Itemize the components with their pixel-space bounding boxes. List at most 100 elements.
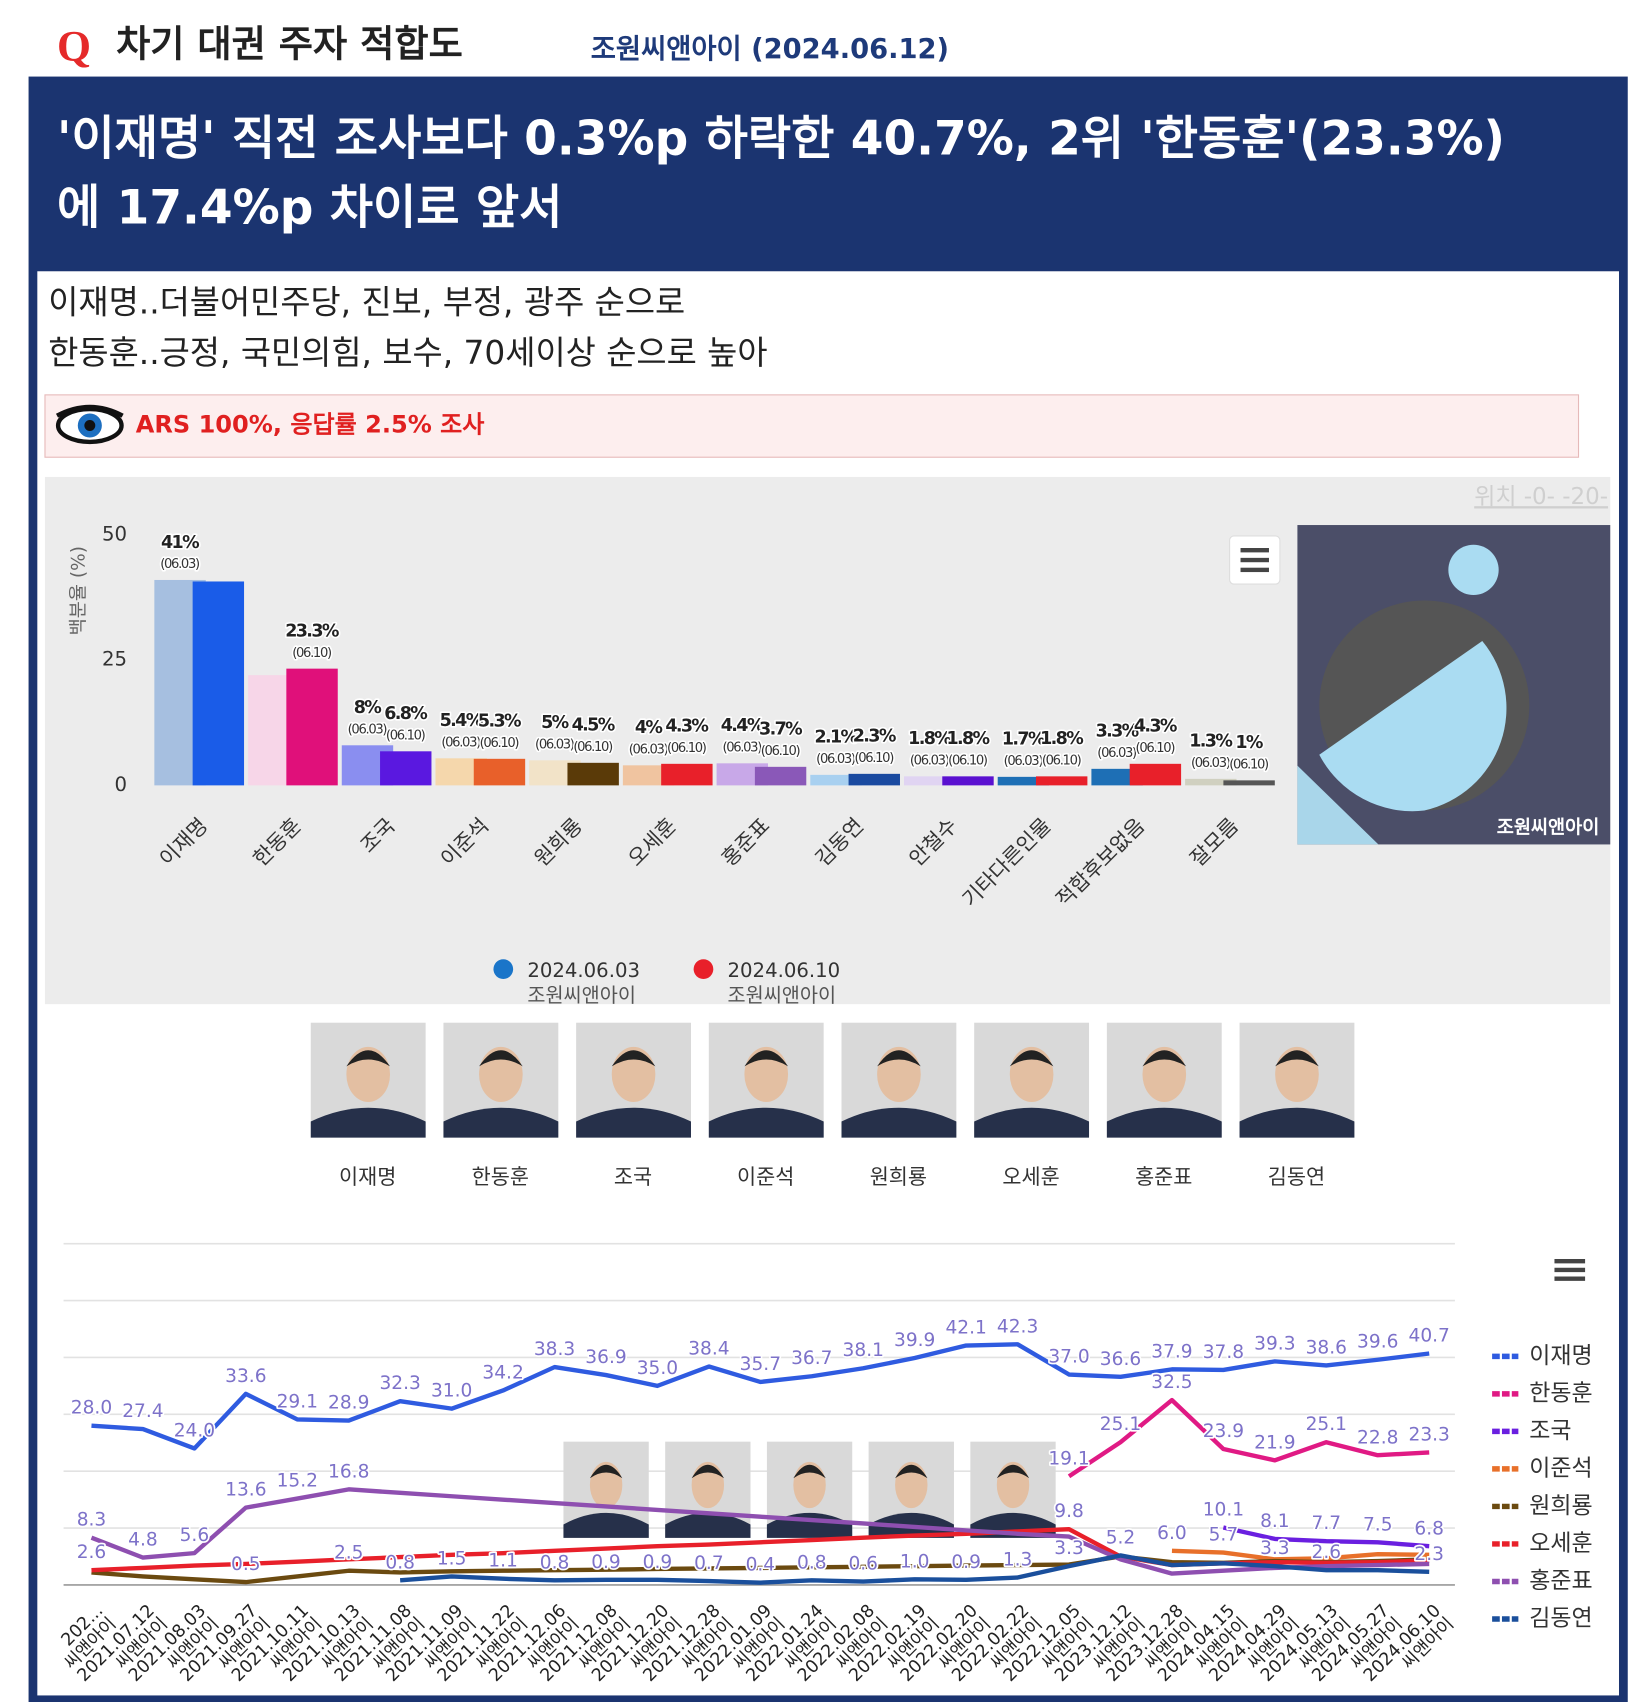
data-label: 37.0 xyxy=(1048,1347,1089,1368)
value-label-tag: (06.03) xyxy=(1097,746,1136,761)
photo-suit xyxy=(665,1512,751,1538)
photo xyxy=(563,1441,649,1538)
data-label: 9.8 xyxy=(1054,1501,1084,1522)
photo xyxy=(665,1441,751,1538)
data-label: 37.9 xyxy=(1151,1341,1192,1362)
data-label: 0.9 xyxy=(951,1552,981,1573)
data-label: 2.3 xyxy=(1414,1544,1444,1565)
value-label-tag: (06.03) xyxy=(629,743,668,758)
photo-suit xyxy=(576,1107,691,1138)
data-label: 2.6 xyxy=(77,1542,107,1563)
bar xyxy=(848,773,900,786)
summary: 한동훈..긍정, 국민의힘, 보수, 70세이상 순으로 높아 xyxy=(48,334,767,372)
data-label: 32.3 xyxy=(379,1373,420,1394)
bar xyxy=(192,581,245,786)
value-label: 2.1% xyxy=(814,728,857,748)
data-label: 27.4 xyxy=(122,1401,163,1422)
data-label: 0.5 xyxy=(231,1554,261,1575)
photo-hair xyxy=(744,1050,789,1067)
value-label-tag: (06.03) xyxy=(816,752,855,767)
data-label: 6.8 xyxy=(1414,1518,1444,1539)
data-label: 0.9 xyxy=(643,1552,673,1573)
data-label: 25.1 xyxy=(1306,1414,1347,1435)
data-label: 16.8 xyxy=(328,1461,369,1482)
page-title: 차기 대권 주자 적합도 xyxy=(116,21,463,65)
data-label: 28.0 xyxy=(71,1398,112,1419)
photo-name: 이재명 xyxy=(339,1165,396,1189)
data-label: 8.3 xyxy=(77,1510,107,1531)
value-label-tag: (06.03) xyxy=(441,736,480,751)
data-label: 1.5 xyxy=(437,1548,467,1569)
data-label: 42.1 xyxy=(945,1317,986,1338)
photo-name: 오세훈 xyxy=(1002,1165,1059,1189)
value-label: 5.4% xyxy=(440,711,483,731)
summary: 이재명..더불어민주당, 진보, 부정, 광주 순으로 xyxy=(48,284,685,322)
value-label-tag: (06.03) xyxy=(535,738,574,753)
y-tick-label: 0 xyxy=(114,773,127,796)
legend-label: 김동연 xyxy=(1529,1605,1592,1631)
bar xyxy=(286,668,338,786)
value-label-tag: (06.10) xyxy=(948,754,987,769)
value-label-tag: (06.03) xyxy=(348,722,387,737)
data-label: 25.1 xyxy=(1100,1414,1141,1435)
legend-label: 한동훈 xyxy=(1529,1380,1592,1406)
legend-label: 홍준표 xyxy=(1529,1568,1592,1594)
value-label-tag: (06.10) xyxy=(386,728,425,743)
value-label-tag: (06.10) xyxy=(480,736,519,751)
photo xyxy=(576,1022,691,1138)
data-label: 0.4 xyxy=(746,1555,776,1576)
data-label: 23.3 xyxy=(1409,1424,1450,1445)
data-label: 3.3 xyxy=(1054,1538,1084,1559)
value-label: 23.3% xyxy=(285,621,339,641)
data-label: 3.3 xyxy=(1260,1538,1290,1559)
photo-suit xyxy=(841,1107,957,1138)
y-tick-label: 50 xyxy=(102,522,127,545)
bar xyxy=(661,763,713,786)
value-label-tag: (06.10) xyxy=(854,751,893,766)
data-label: 1.3 xyxy=(1003,1550,1033,1571)
legend-label: 이재명 xyxy=(1529,1343,1592,1369)
bar xyxy=(1223,780,1275,786)
photo xyxy=(310,1022,426,1138)
photo xyxy=(1106,1022,1222,1138)
data-label: 2.5 xyxy=(334,1543,364,1564)
data-label: 36.6 xyxy=(1100,1349,1141,1370)
data-label: 39.6 xyxy=(1357,1332,1398,1353)
data-label: 8.1 xyxy=(1260,1511,1290,1532)
value-label-tag: (06.10) xyxy=(1042,754,1081,769)
bar xyxy=(1185,778,1237,786)
data-label: 34.2 xyxy=(482,1362,523,1383)
photo-suit xyxy=(1239,1107,1355,1138)
data-label: 0.7 xyxy=(694,1553,724,1574)
y-axis-label: 백분율 (%) xyxy=(68,546,89,635)
legend-label: 조국 xyxy=(1529,1418,1571,1444)
bar xyxy=(903,776,956,786)
value-label: 8% xyxy=(354,698,382,718)
data-label: 39.9 xyxy=(894,1330,935,1351)
photo-suit xyxy=(974,1107,1090,1138)
bar xyxy=(1035,776,1088,786)
line xyxy=(399,1553,1430,1585)
legend-label: 원희룡 xyxy=(1529,1493,1592,1519)
data-label: 39.3 xyxy=(1254,1333,1295,1354)
bar xyxy=(997,776,1050,786)
photo xyxy=(443,1022,559,1138)
value-label: 1.8% xyxy=(908,729,951,749)
menu-icon xyxy=(1554,1258,1586,1281)
photo-hair xyxy=(877,1050,921,1067)
note-box xyxy=(44,394,1580,458)
data-label: 28.9 xyxy=(328,1393,369,1414)
photo-hair xyxy=(895,1464,928,1479)
photo-hair xyxy=(691,1464,725,1479)
data-label: 5.6 xyxy=(180,1525,210,1546)
bar xyxy=(754,766,807,786)
data-label: 7.5 xyxy=(1363,1514,1393,1535)
data-label: 24.0 xyxy=(174,1420,215,1441)
logo-text: 조원씨앤아이 xyxy=(1497,818,1600,839)
menu-button[interactable] xyxy=(1229,535,1281,585)
bar xyxy=(567,762,619,786)
data-label: 6.0 xyxy=(1157,1523,1187,1544)
value-label: 4.3% xyxy=(665,717,708,737)
photo-hair xyxy=(793,1464,826,1479)
data-label: 0.8 xyxy=(385,1552,415,1573)
